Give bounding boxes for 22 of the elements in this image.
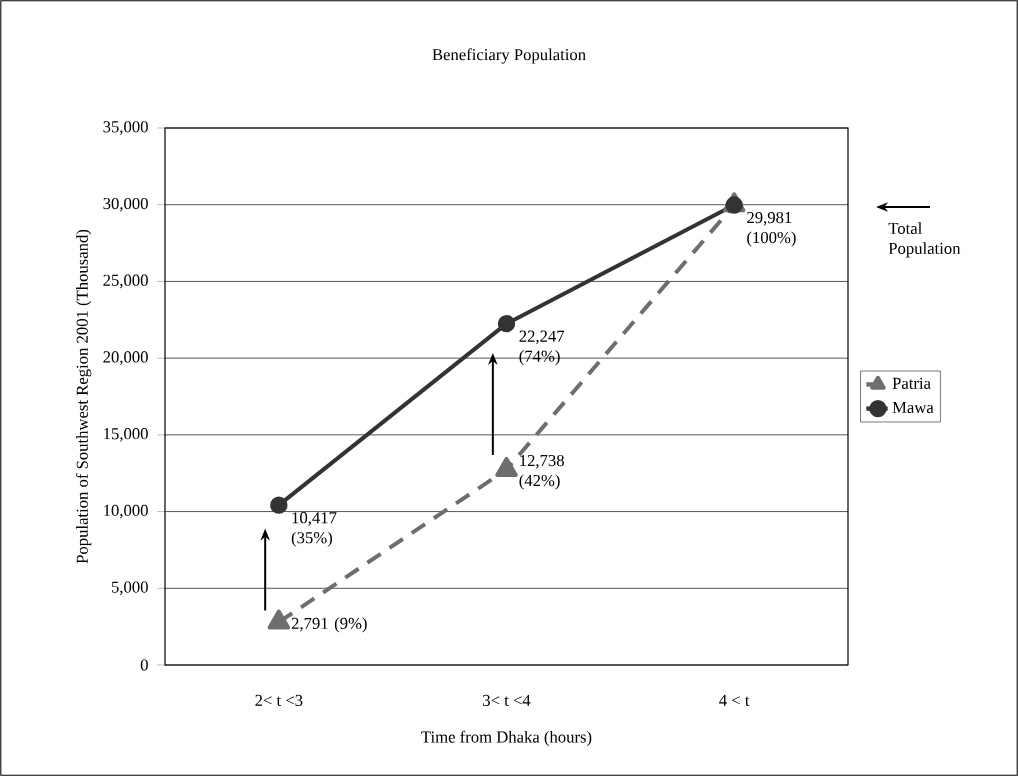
text: Total Population: [888, 222, 961, 258]
y-tick-label: 10,000: [104, 504, 148, 519]
data-label: 22,247 (74%): [519, 330, 565, 366]
y-tick-label: 5,000: [111, 581, 148, 596]
data-label: 12,738 (42%): [519, 454, 564, 490]
y-tick-label: 0: [140, 659, 148, 671]
x-tick-label: 3< t <4: [483, 694, 531, 707]
x-tick-label: 2< t <3: [255, 694, 303, 707]
data-label: 10,417 (35%): [291, 512, 337, 547]
y-tick-label: 25,000: [103, 274, 148, 289]
data-label: 2,791 (9%): [291, 617, 367, 633]
data-label: 29,981 (100%): [747, 211, 796, 247]
legend-label: Patria: [892, 377, 931, 389]
x-tick-label: 4 < t: [719, 694, 750, 706]
x-axis-title: Time from Dhaka (hours): [421, 730, 592, 747]
y-tick-label: 15,000: [104, 428, 148, 442]
legend-label: Mawa: [892, 401, 934, 413]
y-tick-label: 30,000: [103, 197, 148, 212]
y-tick-label: 35,000: [103, 121, 148, 135]
chart-title: Beneficiary Population: [432, 48, 586, 64]
y-axis-title: Population of Southwest Region 2001 (Thousand): [75, 229, 92, 564]
y-tick-label: 20,000: [103, 351, 148, 365]
